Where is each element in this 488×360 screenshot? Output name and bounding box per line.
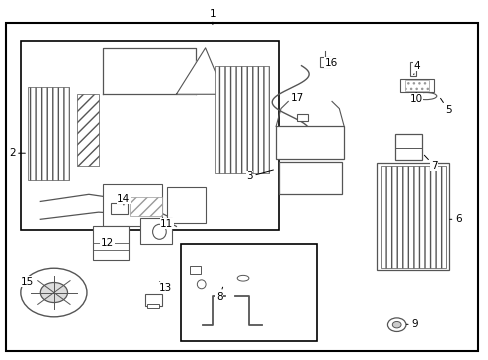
- Bar: [394, 134, 421, 160]
- Circle shape: [386, 318, 405, 332]
- Circle shape: [277, 135, 288, 143]
- Text: 4: 4: [413, 61, 420, 75]
- Bar: [404, 80, 428, 91]
- Bar: [215, 66, 268, 173]
- Bar: [278, 162, 341, 194]
- Text: 7: 7: [424, 155, 437, 171]
- Bar: [140, 217, 171, 244]
- Circle shape: [40, 283, 67, 302]
- Bar: [166, 187, 205, 223]
- Bar: [181, 244, 317, 341]
- Text: 15: 15: [20, 277, 34, 287]
- Circle shape: [21, 268, 87, 317]
- Text: 13: 13: [159, 282, 172, 293]
- Ellipse shape: [237, 275, 248, 281]
- Ellipse shape: [197, 280, 205, 289]
- Text: 10: 10: [409, 93, 422, 104]
- Bar: [319, 57, 330, 67]
- Text: 16: 16: [324, 58, 337, 68]
- Bar: [103, 184, 162, 226]
- Bar: [111, 203, 127, 214]
- Bar: [28, 87, 69, 180]
- Text: 11: 11: [160, 219, 173, 229]
- Text: 17: 17: [290, 93, 303, 103]
- Bar: [190, 266, 201, 274]
- Text: 9: 9: [406, 319, 417, 329]
- Bar: [409, 62, 415, 76]
- Bar: [21, 41, 278, 230]
- Text: 6: 6: [449, 214, 461, 224]
- Text: 2: 2: [9, 148, 25, 158]
- Text: 12: 12: [101, 238, 114, 248]
- Text: 3: 3: [245, 170, 273, 181]
- Bar: [376, 163, 448, 270]
- Bar: [296, 114, 307, 121]
- Polygon shape: [176, 48, 224, 94]
- Bar: [276, 126, 344, 158]
- Ellipse shape: [152, 224, 166, 239]
- Text: 14: 14: [117, 194, 130, 205]
- Bar: [399, 79, 433, 93]
- Bar: [144, 294, 162, 306]
- Bar: [147, 304, 159, 308]
- Text: 1: 1: [209, 9, 216, 24]
- Bar: [93, 226, 129, 260]
- Bar: [130, 197, 162, 216]
- Text: 5: 5: [440, 98, 451, 115]
- Circle shape: [391, 321, 400, 328]
- Bar: [77, 94, 99, 166]
- Text: 8: 8: [216, 287, 222, 302]
- Ellipse shape: [414, 93, 436, 100]
- Bar: [380, 166, 446, 267]
